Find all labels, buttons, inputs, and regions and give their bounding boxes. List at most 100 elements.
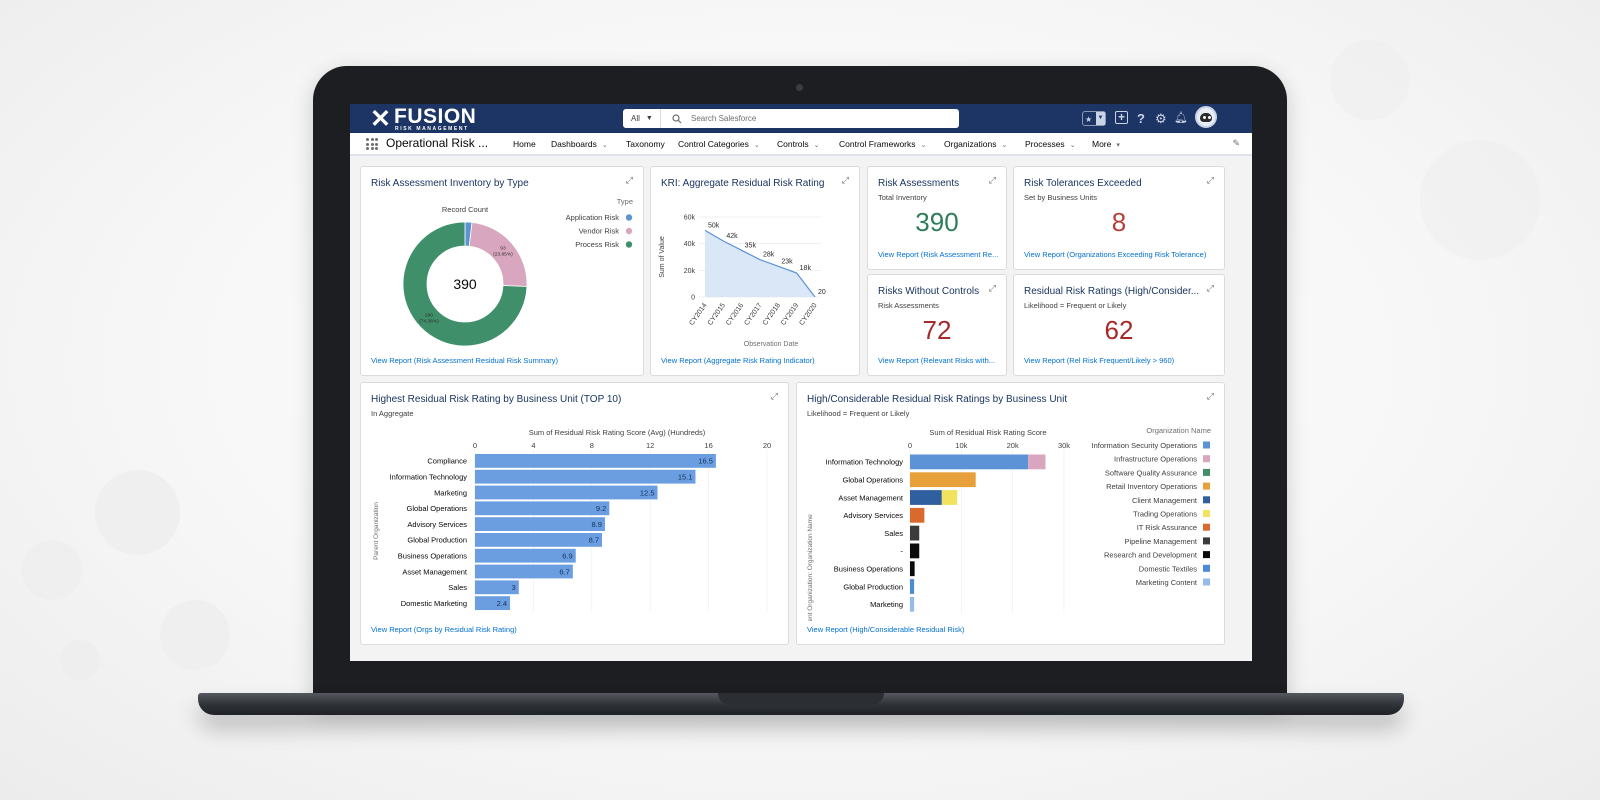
view-report-link[interactable]: View Report (Orgs by Residual Risk Ratin… — [371, 625, 517, 634]
card-subtitle: In Aggregate — [371, 409, 414, 418]
legend-swatch — [1203, 537, 1210, 545]
bar-value-label: 16.5 — [698, 457, 713, 466]
card-title: Highest Residual Risk Rating by Business… — [371, 394, 622, 405]
legend-title: Organization Name — [1146, 426, 1211, 435]
nav-item-taxonomy[interactable]: Taxonomy — [626, 139, 665, 149]
global-actions-button[interactable]: + — [1115, 111, 1128, 124]
chevron-down-icon[interactable]: ⌄ — [601, 142, 608, 149]
chevron-down-icon[interactable]: ⌄ — [813, 142, 820, 149]
chevron-down-icon[interactable]: ⌄ — [1069, 142, 1076, 149]
legend-swatch — [1203, 578, 1210, 586]
x-tick-label: 20 — [763, 441, 771, 450]
y-tick-label: Asset Management — [838, 493, 904, 502]
y-tick-label: Advisory Services — [407, 520, 467, 529]
chevron-down-icon[interactable]: ⌄ — [920, 142, 927, 149]
expand-icon[interactable]: ⤢ — [770, 391, 778, 401]
view-report-link[interactable]: View Report (Risk Assessment Re... — [878, 250, 999, 259]
app-screen: ✕ FUSION RISK MANAGEMENT All ▼ ★ ▼ + — [350, 104, 1252, 661]
y-tick-label: Business Operations — [834, 565, 903, 574]
chevron-down-icon[interactable]: ⌄ — [1001, 142, 1008, 149]
edit-nav-icon[interactable]: ✎ — [1232, 138, 1240, 148]
legend-swatch — [1203, 564, 1210, 572]
view-report-link[interactable]: View Report (Organizations Exceeding Ris… — [1024, 250, 1207, 259]
legend-swatch — [625, 214, 633, 221]
nav-item-label: Dashboards — [551, 139, 597, 149]
nav-item-controls[interactable]: Controls ⌄ — [777, 139, 820, 149]
legend-label: Pipeline Management — [1124, 537, 1197, 546]
card-title: Risks Without Controls — [878, 286, 980, 297]
expand-icon[interactable]: ⤢ — [625, 175, 633, 185]
x-axis-title: Sum of Residual Risk Rating Score — [929, 428, 1046, 437]
y-tick-label: - — [901, 547, 904, 556]
logo-wordmark: FUSION — [394, 105, 477, 128]
bar-segment — [1028, 454, 1046, 470]
y-tick-label: Business Operations — [398, 552, 467, 561]
x-axis-title: Sum of Residual Risk Rating Score (Avg) … — [529, 428, 706, 437]
bar-value-label: 8.7 — [589, 536, 599, 545]
caret-down-icon[interactable]: ▾ — [1116, 142, 1120, 149]
expand-icon[interactable]: ⤢ — [1206, 391, 1214, 401]
nav-item-label: Processes — [1025, 139, 1065, 149]
expand-icon[interactable]: ⤢ — [1206, 283, 1214, 293]
nav-item-home[interactable]: Home — [513, 139, 536, 149]
setup-button[interactable]: ⚙ — [1155, 111, 1167, 126]
series-line — [704, 229, 816, 298]
y-tick-label: Global Production — [407, 536, 467, 545]
card-subtitle: Likelihood = Frequent or Likely — [807, 409, 910, 418]
data-label: 35k — [745, 242, 757, 249]
legend-label: Process Risk — [575, 240, 619, 249]
legend-swatch — [1203, 482, 1210, 490]
search-input[interactable] — [691, 114, 941, 123]
y-tick-label: Information Technology — [826, 458, 904, 467]
search-scope-select[interactable]: All ▼ — [623, 109, 661, 128]
y-tick-label: 20k — [684, 268, 696, 275]
card-title: KRI: Aggregate Residual Risk Rating — [661, 178, 825, 189]
view-report-link[interactable]: View Report (High/Considerable Residual … — [807, 625, 965, 634]
highest-bar-chart: Sum of Residual Risk Rating Score (Avg) … — [373, 428, 771, 611]
fusion-logo[interactable]: ✕ FUSION RISK MANAGEMENT — [370, 105, 482, 133]
bar-value-label: 3 — [512, 583, 516, 592]
view-report-link[interactable]: View Report (Rel Risk Frequent/Likely > … — [1024, 356, 1175, 365]
bar — [475, 580, 519, 595]
bar — [475, 517, 605, 531]
chevron-down-icon[interactable]: ⌄ — [753, 142, 760, 149]
help-button[interactable]: ? — [1137, 111, 1145, 126]
highest-residual-risk-card: Highest Residual Risk Rating by Business… — [360, 382, 789, 645]
view-report-link[interactable]: View Report (Aggregate Risk Rating Indic… — [661, 356, 815, 365]
bar-segment — [910, 596, 915, 612]
view-report-link[interactable]: View Report (Risk Assessment Residual Ri… — [371, 356, 558, 365]
user-avatar[interactable] — [1195, 106, 1217, 128]
nav-item-label: Organizations — [944, 139, 997, 149]
notifications-button[interactable]: 🔔︎ — [1174, 111, 1188, 126]
nav-item-dashboards[interactable]: Dashboards ⌄ — [551, 139, 608, 149]
expand-icon[interactable]: ⤢ — [988, 283, 996, 293]
favorites-button[interactable]: ★ ▼ — [1082, 111, 1106, 126]
x-tick-label: 0 — [908, 441, 912, 450]
bar-value-label: 6.9 — [562, 552, 572, 561]
nav-item-more[interactable]: More ▾ — [1092, 139, 1120, 149]
app-launcher-icon[interactable] — [366, 138, 378, 150]
nav-item-control-categories[interactable]: Control Categories ⌄ — [678, 139, 760, 149]
metric-value: 62 — [1104, 315, 1134, 345]
nav-item-processes[interactable]: Processes ⌄ — [1025, 139, 1076, 149]
slice-label: (74.36%) — [419, 319, 439, 325]
legend-label: Client Management — [1132, 496, 1198, 505]
nav-item-organizations[interactable]: Organizations ⌄ — [944, 139, 1007, 149]
y-tick-label: 0 — [691, 295, 695, 302]
legend-swatch — [1203, 523, 1210, 531]
y-axis-title: Sum of Value — [659, 236, 666, 278]
bar — [475, 501, 610, 516]
gear-icon: ⚙ — [1155, 111, 1167, 126]
chevron-down-icon: ▼ — [645, 115, 653, 122]
y-axis-title: Parent Organization — [373, 502, 380, 560]
expand-icon[interactable]: ⤢ — [988, 175, 996, 185]
view-report-link[interactable]: View Report (Relevant Risks with... — [878, 356, 995, 365]
expand-icon[interactable]: ⤢ — [1206, 175, 1214, 185]
nav-item-control-frameworks[interactable]: Control Frameworks ⌄ — [839, 139, 926, 149]
bar-segment — [910, 561, 915, 577]
card-subtitle: Set by Business Units — [1024, 193, 1097, 202]
expand-icon[interactable]: ⤢ — [841, 175, 849, 185]
slice-label: 93 — [500, 245, 506, 251]
laptop-notch — [718, 693, 884, 705]
donut-chart: Record Count 93(23.85%) 290(74.36%) 390 Type… — [402, 197, 633, 347]
